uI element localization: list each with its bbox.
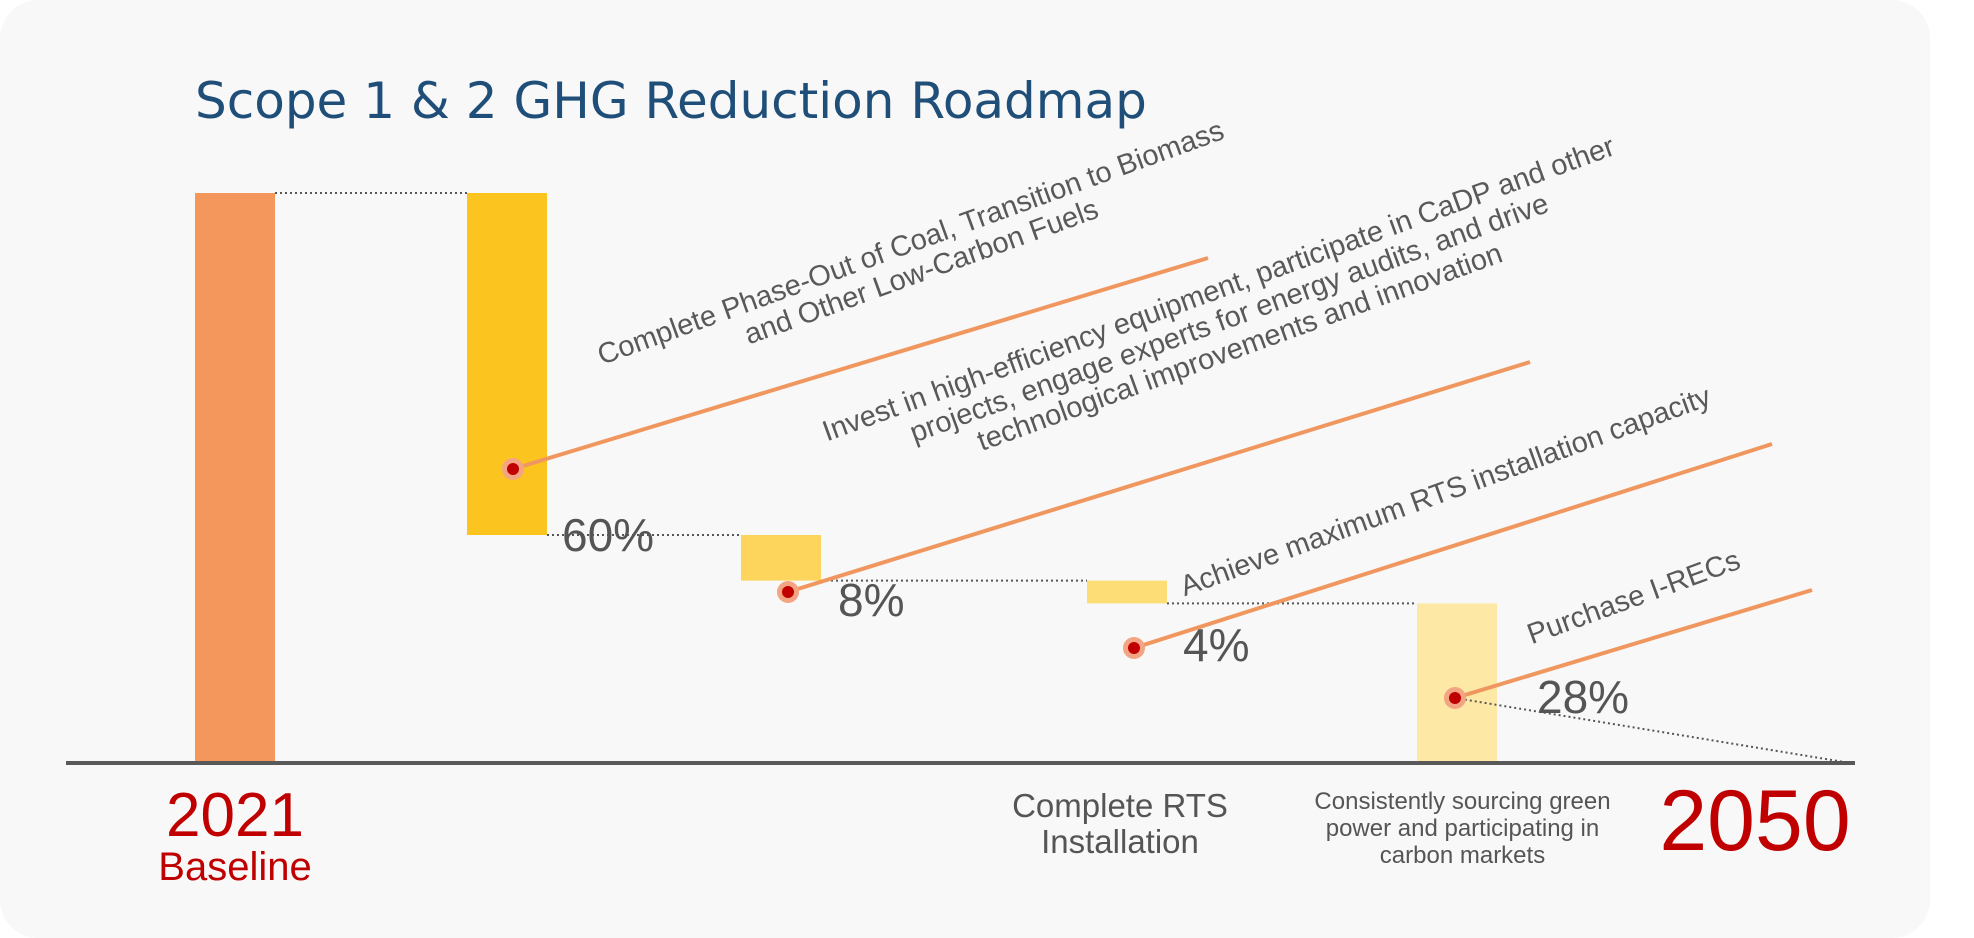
baseline-bar <box>195 193 275 763</box>
marker-dot <box>1449 692 1461 704</box>
value-label-coal: 60% <box>562 509 655 561</box>
leader-line <box>1133 442 1773 650</box>
milestone-rts-installation: Complete RTS Installation <box>1012 787 1228 860</box>
reduction-bar <box>1417 603 1497 763</box>
value-label-efficiency: 8% <box>838 574 905 626</box>
milestone-green-power: Consistently sourcing green power and pa… <box>1314 788 1611 869</box>
baseline-label: Baseline <box>158 845 312 889</box>
chart-title: Scope 1 & 2 GHG Reduction Roadmap <box>195 72 1147 130</box>
chart-card <box>0 0 1930 938</box>
baseline-year: 2021 <box>166 781 304 850</box>
reduction-bar <box>467 193 547 535</box>
reduction-bar <box>1087 580 1167 604</box>
connector-line-final <box>1454 697 1851 764</box>
value-label-rts: 4% <box>1183 619 1250 671</box>
leader-line <box>512 256 1209 471</box>
leader-line <box>787 360 1531 594</box>
value-label-irecs: 28% <box>1537 671 1630 723</box>
marker-dot <box>782 586 794 598</box>
marker-dot <box>507 463 519 475</box>
reduction-bar <box>741 535 821 581</box>
marker-dot <box>1128 642 1140 654</box>
target-year: 2050 <box>1659 773 1851 869</box>
leader-line <box>1454 588 1813 700</box>
